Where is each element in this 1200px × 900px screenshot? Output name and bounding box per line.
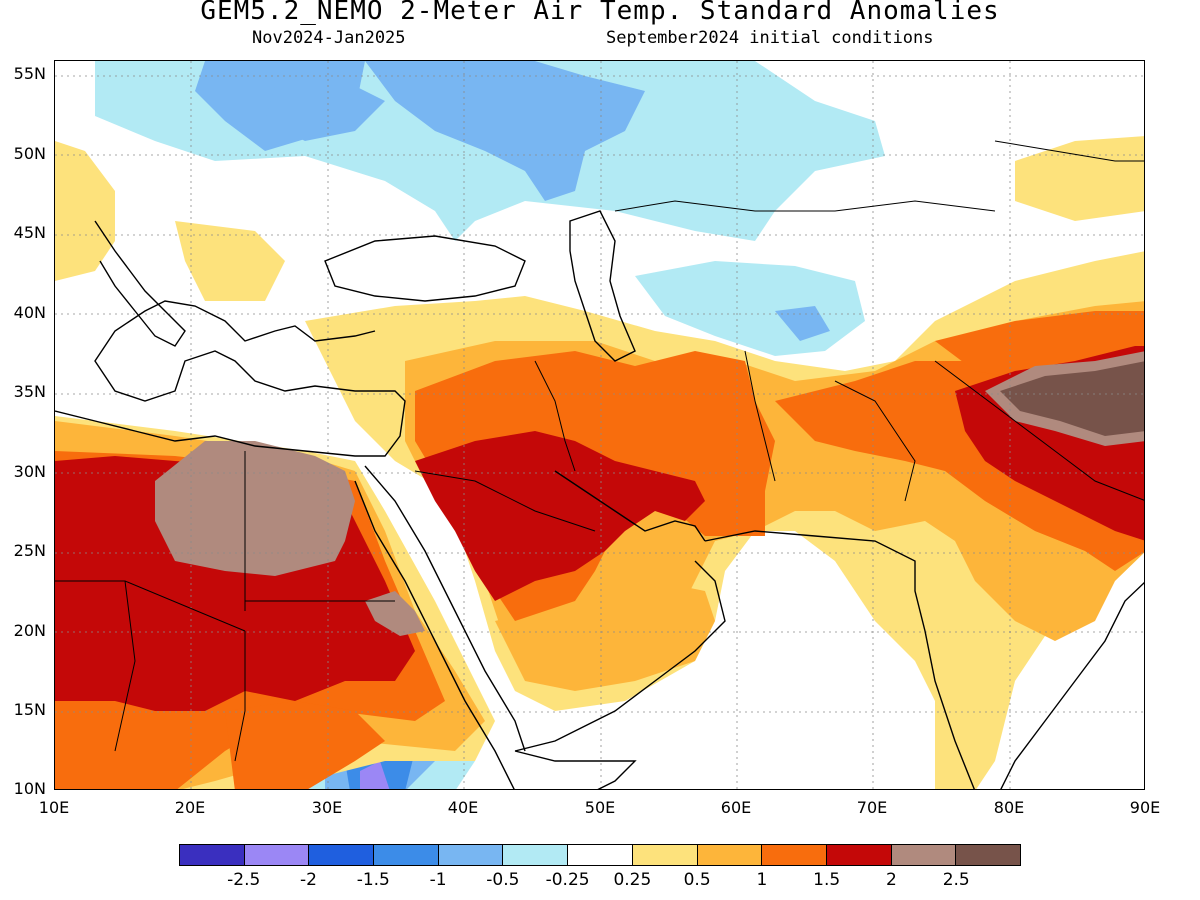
lat-label-20n: 20N — [13, 621, 46, 640]
legend-swatch-10 — [826, 845, 892, 865]
mediterranean-coast — [55, 300, 406, 457]
legend-label-2: -1.5 — [356, 870, 390, 890]
coastlines — [55, 210, 1144, 789]
lat-label-30n: 30N — [13, 462, 46, 481]
lat-label-40n: 40N — [13, 303, 46, 322]
lon-label-30e: 30E — [311, 798, 343, 817]
warm-anomaly-region — [55, 136, 1144, 789]
india-china-border — [934, 360, 1144, 501]
legend-label-11: 2.5 — [942, 870, 970, 890]
anomaly-map-svg — [55, 61, 1144, 789]
lon-label-50e: 50E — [584, 798, 616, 817]
warm-light-mongolia — [1015, 136, 1144, 221]
cool-mid-ukraine — [265, 81, 385, 141]
warm-orange-iran-east — [775, 361, 1144, 571]
legend-label-3: -1 — [429, 870, 447, 890]
kazakh-border — [614, 200, 996, 212]
iraq-iran-border — [534, 360, 576, 472]
legend-label-5: -0.25 — [545, 870, 590, 890]
mongolia-border — [994, 140, 1144, 162]
legend-swatch-0 — [180, 845, 245, 865]
legend-swatch-12 — [956, 845, 1020, 865]
forecast-period: Nov2024-Jan2025 — [252, 28, 406, 48]
bay-of-bengal — [1000, 581, 1144, 789]
lat-label-45n: 45N — [13, 223, 46, 242]
initial-conditions: September2024 initial conditions — [606, 28, 934, 48]
arabia-south — [514, 560, 726, 752]
legend-swatch-6 — [568, 845, 633, 865]
black-sea — [324, 235, 526, 302]
lon-label-90e: 90E — [1129, 798, 1161, 817]
warm-orange-africa-south — [225, 701, 385, 789]
cool-violet-ethiopia — [360, 761, 390, 789]
warm-light-balkans — [175, 221, 285, 301]
borders — [55, 140, 1144, 762]
lat-label-55n: 55N — [13, 64, 46, 83]
legend-swatch-7 — [632, 845, 698, 865]
lon-label-20e: 20E — [174, 798, 206, 817]
legend-swatch-4 — [438, 845, 504, 865]
lon-label-80e: 80E — [993, 798, 1025, 817]
lon-label-70e: 70E — [856, 798, 888, 817]
grid-lines — [55, 61, 1144, 789]
red-sea-east — [364, 465, 526, 752]
map-title: GEM5.2_NEMO 2-Meter Air Temp. Standard A… — [200, 0, 1000, 26]
warm-pink-sudan — [365, 591, 425, 636]
red-sea-west — [354, 480, 515, 789]
legend-label-0: -2.5 — [227, 870, 261, 890]
cool-mid-north — [365, 61, 645, 201]
cool-mid-kazakh — [775, 306, 830, 341]
lat-label-50n: 50N — [13, 144, 46, 163]
legend-label-6: 0.25 — [613, 870, 652, 890]
italy-coast — [94, 220, 186, 347]
color-legend — [179, 844, 1021, 866]
caspian-sea — [569, 210, 636, 362]
lon-label-10e: 10E — [38, 798, 70, 817]
lat-label-10n: 10N — [13, 779, 46, 798]
lon-label-60e: 60E — [720, 798, 752, 817]
persian-gulf — [554, 470, 706, 542]
lat-label-15n: 15N — [13, 700, 46, 719]
arabian-sea-coast — [704, 530, 975, 789]
iran-afghan-border — [744, 350, 776, 482]
legend-label-1: -2 — [300, 870, 317, 890]
legend-label-9: 1.5 — [813, 870, 841, 890]
legend-label-4: -0.5 — [486, 870, 520, 890]
legend-swatch-1 — [244, 845, 310, 865]
warm-brown-tibet — [1000, 361, 1144, 436]
sudan-chad-border — [234, 631, 246, 762]
lat-label-35n: 35N — [13, 382, 46, 401]
warm-light-europe-west — [55, 141, 115, 281]
chad-niger-border — [114, 580, 136, 752]
legend-swatch-9 — [762, 845, 827, 865]
legend-swatch-2 — [309, 845, 375, 865]
legend-label-10: 2 — [886, 870, 897, 890]
afghan-pakistan-border — [834, 380, 916, 502]
legend-label-7: 0.5 — [683, 870, 711, 890]
legend-swatch-3 — [374, 845, 439, 865]
saudi-border — [414, 470, 596, 532]
africa-horn — [514, 750, 637, 789]
legend-swatch-11 — [891, 845, 957, 865]
warm-pink-egypt — [155, 441, 355, 576]
warm-red-arabia — [415, 431, 705, 601]
legend-label-8: 1 — [756, 870, 768, 890]
lat-label-25n: 25N — [13, 541, 46, 560]
lon-label-40e: 40E — [447, 798, 479, 817]
anomaly-map — [54, 60, 1145, 790]
legend-swatch-8 — [697, 845, 763, 865]
legend-swatch-5 — [503, 845, 569, 865]
